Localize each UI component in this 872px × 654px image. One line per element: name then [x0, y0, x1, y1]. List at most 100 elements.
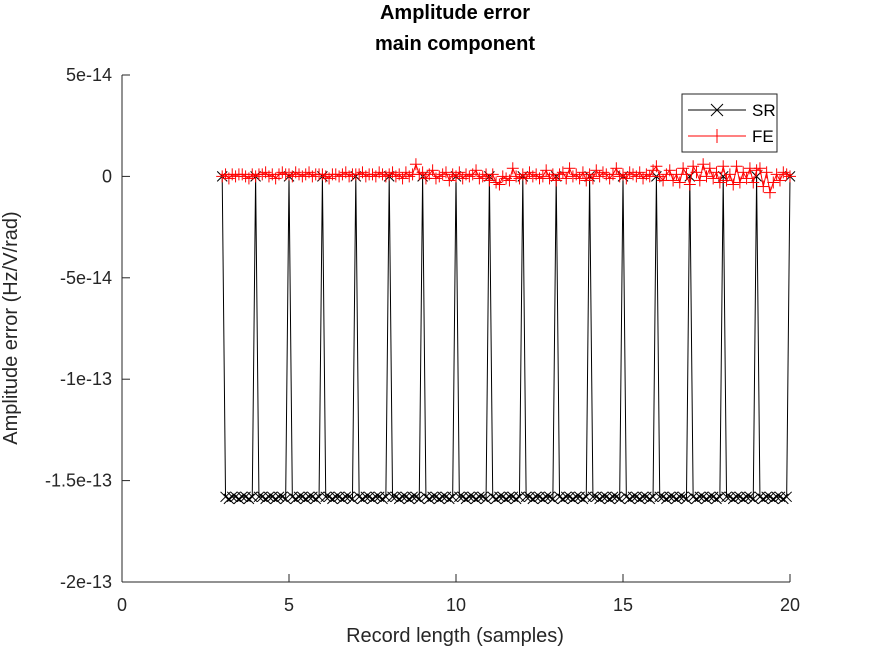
- series-fe-point: [439, 166, 452, 179]
- series-fe-point: [403, 170, 416, 183]
- series-sr-point: [477, 491, 489, 503]
- series-sr-point: [236, 491, 248, 503]
- series-fe-point: [586, 172, 599, 185]
- series-fe-point: [717, 160, 730, 173]
- series-sr-point: [357, 493, 368, 505]
- series-fe-point: [429, 172, 442, 185]
- series-fe-point: [700, 170, 713, 183]
- y-tick-label: -2e-13: [60, 572, 112, 592]
- x-tick-label: 10: [446, 595, 466, 615]
- series-sr-point: [767, 493, 779, 505]
- series-fe-point: [550, 174, 563, 187]
- series-sr-point: [674, 491, 686, 503]
- series-fe-point: [506, 162, 519, 175]
- series-sr-point: [480, 493, 492, 505]
- series-sr-point: [570, 491, 582, 503]
- series-fe-point: [409, 158, 422, 171]
- series-fe-point: [573, 172, 586, 185]
- series-fe-point: [633, 166, 646, 179]
- series-sr-point: [637, 491, 649, 503]
- series-fe-point: [663, 164, 676, 177]
- chart-title: Amplitude error: [380, 2, 530, 24]
- series-sr-point: [423, 493, 435, 505]
- series-sr-point: [413, 493, 425, 505]
- series-fe-point: [710, 166, 723, 179]
- series-fe-point: [777, 166, 790, 179]
- series-sr-point: [320, 491, 332, 503]
- series-sr-point: [677, 491, 689, 503]
- series-fe-point: [493, 178, 506, 191]
- series-sr-point: [567, 493, 579, 505]
- legend-sr-label: SR: [752, 101, 776, 120]
- series-sr-point: [410, 491, 422, 503]
- series-sr-point: [273, 491, 285, 503]
- series-fe-point: [283, 168, 295, 181]
- legend-fe-plus-icon: [710, 129, 724, 143]
- series-fe-point: [533, 172, 546, 185]
- series-fe-point: [703, 162, 716, 175]
- series-fe-point: [683, 178, 696, 191]
- series-fe-point: [760, 166, 773, 179]
- series-fe-point: [316, 168, 329, 181]
- series-fe-point: [526, 170, 539, 183]
- series-fe-point: [353, 168, 366, 181]
- series-fe-point: [413, 168, 426, 181]
- series-sr-point: [223, 493, 235, 505]
- series-sr-point: [403, 493, 415, 505]
- series-fe-point: [627, 168, 640, 181]
- series-sr-point: [664, 491, 676, 503]
- series-fe-point: [767, 176, 780, 189]
- series-fe-point: [667, 174, 680, 187]
- series-sr-point: [661, 493, 672, 505]
- series-fe-point: [289, 166, 302, 179]
- series-sr-point: [557, 493, 569, 505]
- series-fe-point: [580, 174, 593, 187]
- series-fe-point: [677, 162, 690, 175]
- series-fe-point: [383, 168, 396, 181]
- series-sr-point: [737, 493, 749, 505]
- series-fe-point: [643, 170, 656, 183]
- series-fe-point: [336, 168, 349, 181]
- series-fe-point: [319, 170, 332, 183]
- series-sr-point: [330, 491, 342, 503]
- series-sr-point: [327, 493, 338, 505]
- series-fe-point: [333, 170, 346, 183]
- series-fe-point: [276, 166, 289, 179]
- legend-sr-x-icon: [710, 103, 724, 117]
- series-fe-point: [773, 174, 786, 187]
- series-sr-point: [453, 491, 465, 503]
- series-sr-point: [470, 493, 482, 505]
- series-sr-point: [761, 491, 772, 503]
- series-sr-point: [781, 491, 793, 503]
- y-tick-label: -1e-13: [60, 369, 112, 389]
- series-sr-point: [634, 493, 646, 505]
- series-fe-point: [553, 168, 566, 181]
- series-fe-point: [296, 170, 309, 183]
- series-fe-point: [379, 170, 392, 183]
- series-fe-point: [463, 170, 476, 183]
- series-fe-point: [560, 172, 573, 185]
- series-fe-point: [720, 174, 733, 187]
- series-sr-point: [587, 491, 599, 503]
- series-sr-point: [280, 493, 292, 505]
- series-sr-point: [701, 493, 712, 505]
- series-fe-point: [373, 166, 386, 179]
- y-tick-label: -5e-14: [60, 268, 112, 288]
- series-sr-point: [607, 491, 619, 503]
- series-sr-point: [464, 491, 475, 503]
- series-sr-point: [347, 493, 358, 505]
- series-fe: [216, 158, 796, 199]
- y-axis-label: Amplitude error (Hz/V/rad): [0, 211, 22, 444]
- series-fe-point: [657, 174, 670, 187]
- series-sr-point: [490, 493, 502, 505]
- series-sr-point: [270, 493, 281, 505]
- series-fe-point: [496, 170, 509, 183]
- series-sr-point: [233, 493, 245, 505]
- series-fe-point: [473, 172, 486, 185]
- series-sr-point: [337, 493, 348, 505]
- series-sr-point: [460, 493, 472, 505]
- series-sr-point: [300, 493, 312, 505]
- series-fe-point: [687, 160, 700, 173]
- series-sr-point: [290, 493, 302, 505]
- series-fe-point: [500, 172, 513, 185]
